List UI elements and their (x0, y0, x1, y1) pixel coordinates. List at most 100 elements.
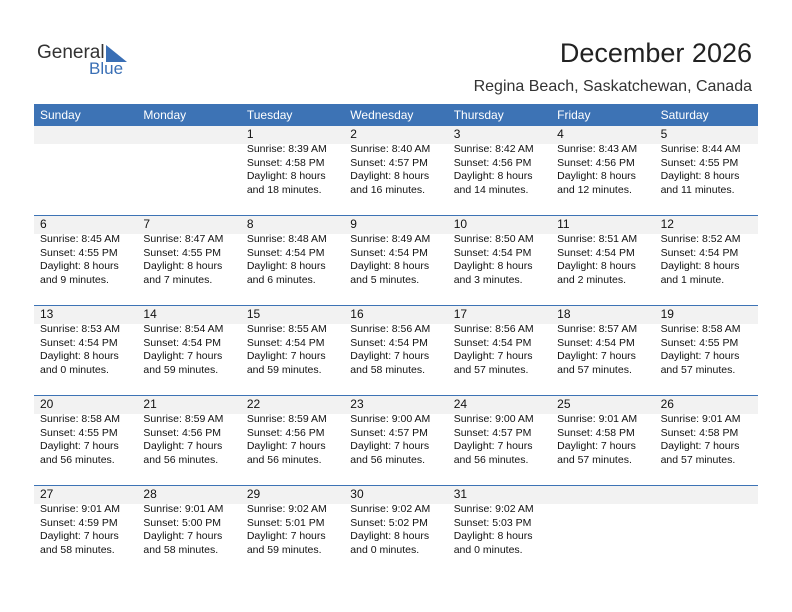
day-info: Sunrise: 8:44 AM (660, 143, 741, 155)
day-number: 27 (40, 487, 54, 501)
day-number: 1 (246, 127, 254, 141)
day-band (34, 395, 758, 414)
day-number: 23 (350, 397, 364, 411)
day-info: Sunrise: 8:42 AM (453, 143, 534, 155)
day-info: Sunset: 4:58 PM (557, 426, 635, 439)
day-info: and 56 minutes. (350, 453, 425, 466)
day-number: 31 (453, 487, 468, 501)
day-info: and 5 minutes. (350, 273, 420, 286)
day-number: 26 (660, 397, 674, 411)
day-info: Daylight: 7 hours (246, 350, 326, 363)
day-info: and 3 minutes. (453, 273, 523, 286)
day-info: and 59 minutes. (143, 363, 219, 376)
day-info: Sunrise: 9:02 AM (246, 503, 327, 515)
day-info: Sunset: 4:55 PM (660, 156, 739, 169)
day-info: Sunset: 4:54 PM (246, 336, 325, 349)
day-number: 14 (143, 307, 157, 321)
day-number: 15 (246, 307, 261, 321)
day-number: 3 (453, 127, 461, 141)
day-info: Sunrise: 8:58 AM (40, 413, 120, 425)
day-info: Daylight: 7 hours (246, 440, 326, 453)
day-info: Sunrise: 9:02 AM (350, 503, 431, 515)
day-info: Sunset: 4:56 PM (143, 426, 222, 439)
day-info: Sunset: 4:54 PM (660, 246, 739, 259)
weekday: Saturday (660, 108, 709, 122)
day-info: Sunrise: 8:58 AM (660, 323, 741, 335)
day-info: and 58 minutes. (40, 543, 115, 556)
day-info: Sunset: 4:54 PM (350, 246, 428, 259)
day-info: and 57 minutes. (660, 453, 736, 466)
day-info: Sunset: 4:54 PM (350, 336, 428, 349)
day-info: Sunset: 4:55 PM (660, 336, 739, 349)
day-info: Sunset: 4:57 PM (350, 426, 428, 439)
weekday: Monday (143, 108, 187, 122)
day-info: and 56 minutes. (40, 453, 115, 466)
day-info: and 58 minutes. (143, 543, 219, 556)
day-info: Sunrise: 8:53 AM (40, 323, 120, 335)
day-info: and 1 minute. (660, 273, 725, 286)
day-number: 10 (453, 217, 468, 231)
day-info: Sunrise: 8:43 AM (557, 143, 638, 155)
day-info: and 56 minutes. (246, 453, 322, 466)
day-info: Daylight: 7 hours (660, 440, 740, 453)
day-number: 12 (660, 217, 674, 231)
day-info: Sunrise: 8:57 AM (557, 323, 638, 335)
day-info: Sunset: 4:55 PM (40, 246, 118, 259)
day-info: Daylight: 8 hours (350, 260, 430, 273)
day-info: Sunrise: 9:01 AM (143, 503, 224, 515)
day-info: Sunrise: 8:45 AM (40, 233, 120, 245)
weekday: Tuesday (246, 108, 293, 122)
day-number: 4 (557, 127, 564, 141)
day-info: Daylight: 7 hours (557, 350, 636, 363)
day-info: Daylight: 8 hours (453, 530, 533, 543)
day-number: 30 (350, 487, 364, 501)
day-info: Sunset: 4:54 PM (453, 246, 532, 259)
day-info: Daylight: 7 hours (453, 440, 533, 453)
day-info: Daylight: 8 hours (350, 530, 430, 543)
day-info: Sunset: 4:54 PM (40, 336, 118, 349)
day-info: Sunset: 5:01 PM (246, 516, 325, 529)
day-info: Sunset: 5:00 PM (143, 516, 222, 529)
logo-text: General (37, 42, 105, 63)
day-info: Sunset: 5:02 PM (350, 516, 428, 529)
day-info: Sunrise: 8:47 AM (143, 233, 224, 245)
day-info: Sunrise: 9:01 AM (660, 413, 741, 425)
day-number: 6 (40, 217, 47, 231)
day-band (34, 485, 758, 504)
day-info: and 59 minutes. (246, 543, 322, 556)
day-info: Daylight: 7 hours (453, 350, 533, 363)
day-info: and 58 minutes. (350, 363, 425, 376)
day-info: Daylight: 8 hours (246, 170, 326, 183)
day-number: 16 (350, 307, 364, 321)
day-info: Sunrise: 8:54 AM (143, 323, 224, 335)
day-number: 20 (40, 397, 54, 411)
day-info: Sunrise: 8:50 AM (453, 233, 534, 245)
day-number: 9 (350, 217, 357, 231)
day-number: 11 (557, 217, 570, 231)
day-info: Sunset: 4:54 PM (143, 336, 222, 349)
day-info: Daylight: 7 hours (660, 350, 740, 363)
day-info: and 9 minutes. (40, 273, 109, 286)
day-info: Daylight: 8 hours (660, 260, 740, 273)
day-info: Daylight: 8 hours (40, 260, 119, 273)
day-band (34, 215, 758, 234)
day-number: 7 (143, 217, 151, 231)
day-number: 29 (246, 487, 261, 501)
day-info: and 0 minutes. (350, 543, 420, 556)
day-info: and 57 minutes. (557, 363, 632, 376)
day-info: and 18 minutes. (246, 183, 322, 196)
day-info: Sunset: 4:57 PM (453, 426, 532, 439)
day-info: Daylight: 7 hours (350, 350, 430, 363)
day-info: Sunset: 4:58 PM (660, 426, 739, 439)
day-number: 24 (453, 397, 468, 411)
day-info: Sunset: 4:54 PM (453, 336, 532, 349)
day-info: Sunrise: 8:56 AM (453, 323, 534, 335)
day-info: and 2 minutes. (557, 273, 627, 286)
day-info: Sunset: 4:56 PM (557, 156, 635, 169)
day-info: Sunrise: 9:02 AM (453, 503, 534, 515)
day-info: Sunrise: 8:59 AM (246, 413, 327, 425)
day-info: and 0 minutes. (453, 543, 523, 556)
logo-icon (106, 45, 127, 62)
day-info: Sunrise: 8:56 AM (350, 323, 431, 335)
day-info: Sunrise: 8:51 AM (557, 233, 638, 245)
